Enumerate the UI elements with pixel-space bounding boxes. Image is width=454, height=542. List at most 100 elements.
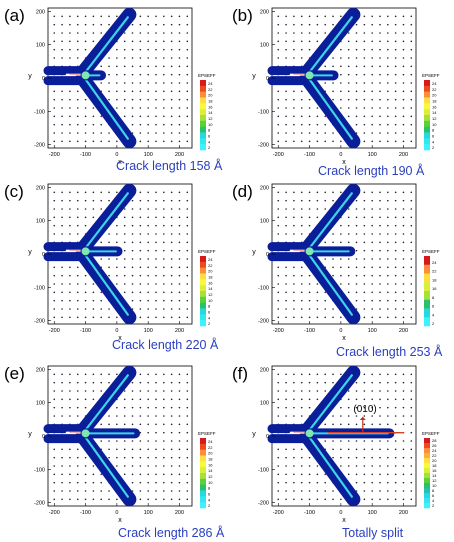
colorbar-tick-label: 22 <box>208 445 213 450</box>
x-axis-label: x <box>342 517 346 524</box>
lattice-dot <box>116 82 118 84</box>
lattice-dot <box>277 90 280 93</box>
lattice-dot <box>300 299 303 302</box>
lattice-dot <box>371 258 373 260</box>
lattice-dot <box>277 216 280 219</box>
lattice-dot <box>371 65 373 68</box>
lattice-dot <box>84 216 87 219</box>
colorbar-segment <box>424 308 430 318</box>
lattice-dot <box>324 308 327 310</box>
lattice-dot <box>371 316 373 319</box>
colorbar-segment <box>424 453 430 459</box>
lattice-dot <box>139 208 142 210</box>
lattice-dot <box>285 23 287 26</box>
lattice-dot <box>155 415 157 417</box>
colorbar-tick-label: 18 <box>208 275 213 280</box>
lattice-dot <box>379 90 381 93</box>
lattice-dot <box>363 82 366 84</box>
lattice-dot <box>155 291 157 294</box>
colorbar-segment <box>424 144 430 151</box>
lattice-dot <box>178 15 181 18</box>
lattice-dot <box>147 390 149 392</box>
lattice-dot <box>285 132 287 134</box>
lattice-dot <box>379 191 381 194</box>
colorbar-segment <box>200 314 206 321</box>
lattice-dot <box>139 40 142 43</box>
lattice-dot <box>410 241 413 244</box>
lattice-dot <box>147 132 149 134</box>
colorbar-title: EPSEFF <box>198 431 216 436</box>
lattice-dot <box>293 481 295 484</box>
colorbar-segment <box>424 443 430 449</box>
crack-tip-zone <box>305 429 314 438</box>
colorbar-segment <box>424 138 430 145</box>
lattice-dot <box>308 132 311 134</box>
crack-tip-zone <box>305 247 314 256</box>
lattice-dot <box>387 308 389 310</box>
lattice-dot <box>170 316 173 319</box>
colorbar-segment <box>200 291 206 298</box>
colorbar-tick-label: 20 <box>208 269 213 274</box>
lattice-dot <box>363 40 366 43</box>
lattice-dot <box>371 440 373 442</box>
lattice-dot <box>116 498 118 501</box>
lattice-dot <box>108 23 110 26</box>
y-tick-label: 100 <box>260 219 269 225</box>
lattice-dot <box>300 283 303 285</box>
colorbar-tick-label: 26 <box>432 443 437 448</box>
lattice-dot <box>186 431 189 434</box>
lattice-dot <box>100 208 103 210</box>
lattice-dot <box>402 23 405 26</box>
lattice-dot <box>277 291 280 294</box>
lattice-dot <box>69 448 71 451</box>
lattice-dot <box>363 199 366 202</box>
lattice-dot <box>186 208 189 210</box>
lattice-dot <box>379 291 381 294</box>
x-tick-label: 0 <box>115 328 118 334</box>
lattice-dot <box>147 249 149 252</box>
lattice-dot <box>170 274 173 277</box>
lattice-dot <box>69 398 71 401</box>
lattice-dot <box>355 107 358 109</box>
lattice-dot <box>340 73 342 76</box>
lattice-dot <box>387 98 389 101</box>
lattice-dot <box>387 498 389 501</box>
lattice-dot <box>371 283 373 285</box>
lattice-dot <box>178 199 181 202</box>
lattice-dot <box>84 224 87 227</box>
lattice-dot <box>387 73 389 76</box>
lattice-dot <box>340 316 342 319</box>
lattice-dot <box>155 440 157 442</box>
lattice-dot <box>277 23 280 26</box>
lattice-dot <box>61 498 63 501</box>
lattice-dot <box>163 140 165 143</box>
lattice-dot <box>293 15 295 18</box>
lattice-dot <box>347 65 350 68</box>
x-tick-label: 200 <box>399 152 408 158</box>
lattice-dot <box>131 23 134 26</box>
lattice-dot <box>170 23 173 26</box>
lattice-dot <box>347 32 350 34</box>
lattice-dot <box>300 216 303 219</box>
colorbar-tick-label: 8 <box>208 486 211 491</box>
lattice-dot <box>186 258 189 260</box>
lattice-dot <box>123 291 126 294</box>
lattice-dot <box>170 406 173 409</box>
lattice-dot <box>155 140 157 143</box>
lattice-dot <box>147 224 149 227</box>
lattice-dot <box>371 456 373 459</box>
lattice-dot <box>402 490 405 492</box>
lattice-dot <box>285 208 287 210</box>
lattice-dot <box>53 140 56 143</box>
lattice-dot <box>53 308 56 310</box>
lattice-dot <box>324 191 327 194</box>
lattice-dot <box>178 498 181 501</box>
lattice-dot <box>363 423 366 426</box>
y-tick-label: -100 <box>34 467 45 473</box>
lattice-dot <box>100 23 103 26</box>
y-tick-label: 200 <box>36 185 45 191</box>
lattice-dot <box>410 473 413 476</box>
colorbar-segment <box>200 85 206 92</box>
